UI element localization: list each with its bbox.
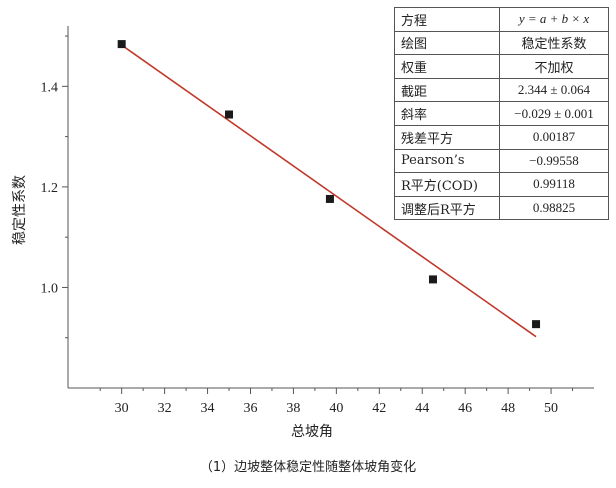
figure-caption: （1）边坡整体稳定性随整体坡角变化 [199,460,417,475]
data-point [532,320,541,329]
x-axis-title: 总坡角 [291,424,333,440]
stats-row: 调整后R平方 0.98825 [394,195,609,221]
y-tick-label: 1.2 [41,181,59,196]
x-tick-label: 42 [372,401,386,416]
stats-key: R平方(COD) [394,172,500,197]
stats-row: 截距 2.344 ± 0.064 [394,77,609,103]
fit-line [121,44,537,338]
stats-value: y = a + b × x [499,7,609,32]
stats-key: Pearson’s [394,148,500,174]
x-tick-label: 32 [158,401,172,416]
stats-row: 斜率 −0.029 ± 0.001 [394,101,609,126]
stats-row: Pearson’s −0.99558 [394,148,609,174]
ticks: 30 32 34 36 38 40 42 44 46 48 50 1.0 1.2 1.4 [41,35,574,416]
x-tick-label: 46 [458,401,472,416]
stats-row: 绘图 稳定性系数 [394,30,609,56]
stats-value: 0.98825 [499,195,609,221]
stats-value: 稳定性系数 [499,30,609,56]
data-point [225,110,234,119]
y-tick-label: 1.0 [41,281,59,296]
x-tick-label: 34 [201,401,215,416]
stats-value: 2.344 ± 0.064 [499,77,609,103]
x-tick-label: 36 [243,401,257,416]
stats-value: 不加权 [499,54,609,79]
stats-key: 斜率 [394,101,500,126]
stats-row: 残差平方 0.00187 [394,124,609,150]
stats-value: −0.029 ± 0.001 [499,101,609,126]
x-tick-label: 48 [501,401,515,416]
x-tick-label: 38 [286,401,300,416]
data-points [117,40,541,329]
y-tick-label: 1.4 [41,80,59,95]
stats-row: 权重 不加权 [394,54,609,79]
data-point [325,194,334,203]
stats-key: 权重 [394,54,500,79]
x-tick-label: 44 [415,401,429,416]
stats-key: 绘图 [394,30,500,56]
stats-key: 截距 [394,77,500,103]
stats-value: −0.99558 [499,148,609,174]
stats-key: 调整后R平方 [394,195,500,221]
x-tick-label: 30 [115,401,129,416]
regression-stats-table: 方程 y = a + b × x 绘图 稳定性系数 权重 不加权 截距 2.344 ± 0.0… [394,7,609,221]
x-tick-label: 40 [329,401,343,416]
stats-key: 残差平方 [394,124,500,150]
x-tick-label: 50 [544,401,558,416]
stats-row: R平方(COD) 0.99118 [394,172,609,197]
stats-value: 0.99118 [499,172,609,197]
stats-row: 方程 y = a + b × x [394,7,609,32]
stats-value: 0.00187 [499,124,609,150]
stats-key: 方程 [394,7,500,32]
y-axis-title: 稳定性系数 [12,175,28,245]
fit-line-group [121,44,537,338]
data-point [428,275,437,284]
data-point [117,40,126,49]
